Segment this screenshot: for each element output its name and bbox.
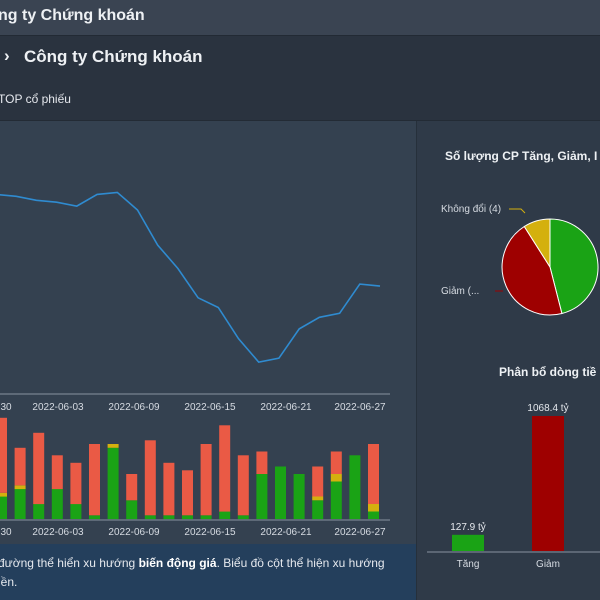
pie-label-unchanged: Không đổi (4) (441, 203, 501, 215)
breadth-bar-decrease (144, 440, 156, 516)
breadth-bar-decrease (182, 470, 193, 516)
breadth-bar-decrease (33, 432, 45, 505)
breadth-bar-increase (293, 474, 305, 519)
breadth-bar-chart: 30 2022-06-03 2022-06-09 2022-06-15 2022-06-… (0, 417, 390, 538)
chart-caption: đường thể hiển xu hướng biến động giá. B… (0, 544, 416, 600)
breadth-bar-decrease (312, 466, 324, 497)
bar-x-tick-label: 2022-06-03 (32, 527, 84, 538)
caption-text-1: đường thể hiển xu hướng (0, 556, 139, 570)
line-x-tick-label: 2022-06-27 (334, 402, 386, 413)
breadth-bar-unchanged (0, 492, 7, 497)
breadth-bar-unchanged (312, 496, 324, 501)
pie-slice (549, 218, 599, 315)
app-titlebar: ng ty Chứng khoán (0, 0, 600, 36)
breadth-bar-increase (33, 504, 45, 519)
breadth-bar-increase (163, 515, 175, 520)
breadth-bar-increase (89, 515, 100, 520)
breadth-bar-increase (14, 489, 26, 519)
breadth-bar-increase (330, 481, 342, 519)
line-x-tick-label: 2022-06-03 (32, 402, 84, 413)
caption-line-1: đường thể hiển xu hướng biến động giá. B… (0, 553, 385, 573)
line-x-tick-label: 2022-06-15 (184, 402, 236, 413)
money-flow-data-label: 1068.4 tỷ (527, 402, 568, 414)
breadth-bar-decrease (200, 444, 212, 516)
bar-x-tick-label: 2022-06-15 (184, 527, 236, 538)
money-flow-category-label: Tăng (457, 559, 480, 570)
line-x-tick-label: 2022-06-09 (108, 402, 160, 413)
price-trend-panel: 30 2022-06-03 2022-06-09 2022-06-15 2022-06-… (0, 121, 416, 600)
page-title: Công ty Chứng khoán (24, 47, 203, 66)
money-flow-data-label: 127.9 tỷ (450, 521, 486, 533)
breadth-bar-increase (0, 496, 7, 519)
breadth-bar-decrease (51, 455, 63, 490)
bar-x-tick-label: 2022-06-21 (260, 527, 312, 538)
bar-x-tick-label: 2022-06-09 (108, 527, 160, 538)
breadth-bar-increase (70, 504, 82, 519)
breadth-bar-decrease (237, 455, 249, 516)
line-x-tick-label: 2022-06-21 (260, 402, 312, 413)
breadth-bar-decrease (330, 451, 342, 474)
money-flow-title: Phân bổ dòng tiề (499, 365, 597, 379)
breadth-bar-decrease (14, 447, 26, 486)
page-header: › Công ty Chứng khoán (0, 36, 600, 80)
app-title: ng ty Chứng khoán (0, 7, 145, 24)
market-breadth-panel: Số lượng CP Tăng, Giảm, I Không đổi (4) G… (416, 121, 600, 600)
tab-top-stocks[interactable]: TOP cổ phiếu (0, 92, 71, 106)
breadth-bar-increase (200, 515, 212, 520)
money-flow-category-label: Giảm (536, 559, 560, 570)
breadth-bar-increase (126, 500, 138, 520)
money-flow-bar-chart: 127.9 tỷ Tăng 1068.4 tỷ Giảm (427, 402, 600, 570)
sub-navigation: TOP cổ phiếu (0, 80, 600, 121)
money-flow-bar (532, 416, 564, 551)
breadth-bar-increase (51, 489, 63, 519)
price-and-breadth-charts: 30 2022-06-03 2022-06-09 2022-06-15 2022-06-… (0, 191, 390, 538)
breadth-bar-decrease (70, 462, 82, 505)
breadth-bar-increase (312, 500, 324, 520)
bar-x-tick-label: 2022-06-27 (334, 527, 386, 538)
bar-x-tick-label: 30 (0, 527, 12, 538)
pie-label-leader (509, 208, 526, 214)
breadth-bar-increase (219, 511, 231, 519)
breadth-bar-increase (144, 515, 156, 520)
line-x-tick-label: 30 (0, 402, 12, 413)
breadth-bar-decrease (256, 451, 268, 474)
breadth-bar-decrease (89, 444, 100, 516)
money-flow-bar (452, 534, 484, 551)
caption-bold-1: biến động giá (138, 556, 217, 570)
pie-slice (501, 225, 563, 316)
breadth-bar-increase (256, 474, 268, 519)
pie-chart-title: Số lượng CP Tăng, Giảm, I (445, 149, 598, 163)
breadth-bar-increase (275, 466, 286, 519)
breadth-bar-unchanged (330, 474, 342, 482)
caption-line-2: iền. (0, 575, 18, 589)
breadth-bar-increase (107, 447, 119, 520)
pie-slice (523, 218, 551, 269)
breadth-bar-decrease (163, 462, 175, 516)
breadth-bar-decrease (368, 444, 379, 504)
caption-text-2: . Biểu đồ cột thể hiện xu hướng (216, 556, 385, 570)
breadth-bar-decrease (219, 425, 231, 512)
breadth-bar-unchanged (14, 485, 26, 490)
breadth-bar-increase (368, 511, 379, 519)
up-down-pie-chart: Không đổi (4) Giảm (... (441, 203, 599, 316)
breadth-bar-unchanged (368, 504, 379, 512)
breadth-bar-increase (237, 515, 249, 520)
breadth-bar-increase (349, 455, 361, 520)
price-line (0, 191, 381, 363)
breadth-bar-increase (182, 515, 193, 520)
breadth-bar-unchanged (107, 444, 119, 448)
price-line-chart: 30 2022-06-03 2022-06-09 2022-06-15 2022-06-… (0, 191, 390, 413)
breadth-bar-decrease (126, 474, 138, 501)
pie-label-decrease: Giảm (... (441, 286, 479, 297)
breadcrumb-chevron-icon[interactable]: › (4, 46, 10, 65)
breadth-bar-decrease (0, 417, 7, 493)
